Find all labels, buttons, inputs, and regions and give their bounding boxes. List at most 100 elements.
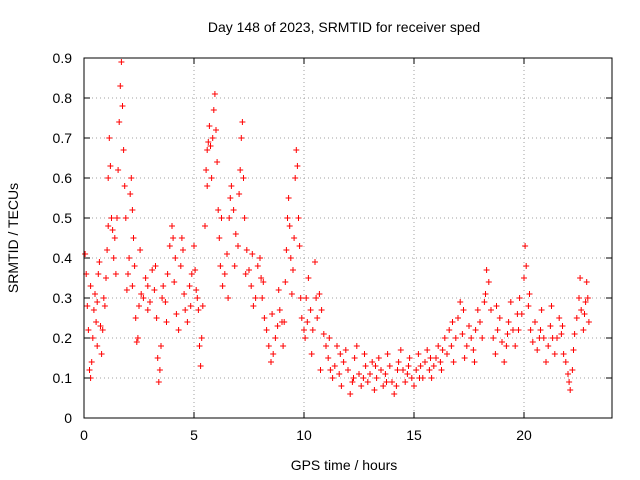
- data-point: [211, 91, 218, 97]
- data-point: [566, 379, 573, 385]
- data-point: [160, 283, 167, 289]
- data-point: [383, 379, 390, 385]
- x-tick-label: 0: [80, 427, 88, 443]
- data-point: [417, 363, 424, 369]
- data-point: [538, 307, 545, 313]
- data-point: [532, 319, 538, 325]
- data-point: [477, 319, 483, 325]
- data-point: [115, 167, 122, 173]
- data-point: [296, 243, 303, 249]
- data-point: [242, 271, 249, 277]
- data-point: [558, 331, 565, 337]
- data-point: [182, 307, 189, 313]
- y-axis-label: SRMTID / TECUs: [5, 183, 21, 293]
- data-point: [320, 331, 327, 337]
- data-point: [577, 275, 584, 281]
- data-point: [232, 231, 239, 237]
- data-point: [93, 319, 100, 325]
- data-point: [450, 359, 457, 365]
- data-point: [295, 215, 302, 221]
- data-point: [540, 335, 547, 341]
- data-point: [120, 147, 127, 153]
- y-tick-label: 0: [64, 410, 72, 426]
- data-point: [571, 331, 578, 337]
- data-point: [105, 175, 112, 181]
- data-point: [88, 359, 95, 365]
- data-point: [375, 355, 382, 361]
- data-point: [162, 299, 169, 305]
- data-point: [327, 367, 334, 373]
- data-point: [345, 367, 351, 373]
- data-point: [493, 303, 500, 309]
- data-point: [293, 147, 300, 153]
- data-point: [479, 335, 486, 341]
- data-point: [474, 307, 481, 313]
- data-point: [270, 351, 277, 357]
- data-point: [175, 327, 182, 333]
- y-tick-label: 0.3: [53, 290, 73, 306]
- data-point: [249, 251, 256, 257]
- data-point: [515, 327, 522, 333]
- data-point: [457, 299, 464, 305]
- data-point: [337, 351, 344, 357]
- data-point: [501, 359, 508, 365]
- data-point: [449, 319, 456, 325]
- data-point: [94, 299, 101, 305]
- data-point: [325, 355, 332, 361]
- data-point: [548, 303, 555, 309]
- data-point: [505, 319, 512, 325]
- data-point: [438, 367, 445, 373]
- data-point: [349, 379, 356, 385]
- data-point: [95, 271, 102, 277]
- data-point: [108, 215, 115, 221]
- data-point: [131, 263, 138, 269]
- data-point: [219, 283, 226, 289]
- data-point: [178, 235, 185, 241]
- data-point: [204, 147, 211, 153]
- data-point: [118, 59, 125, 65]
- data-point: [292, 175, 299, 181]
- data-point: [224, 251, 230, 257]
- data-point: [252, 295, 259, 301]
- data-point: [518, 311, 525, 317]
- data-point: [204, 183, 211, 189]
- data-point: [494, 327, 501, 333]
- data-point: [304, 319, 311, 325]
- data-point: [193, 287, 200, 293]
- data-point: [114, 215, 120, 221]
- data-point: [318, 307, 325, 313]
- data-point: [554, 335, 560, 341]
- data-point: [155, 379, 162, 385]
- data-point: [187, 303, 194, 309]
- data-point: [84, 303, 91, 309]
- data-point: [351, 355, 358, 361]
- data-point: [534, 347, 541, 353]
- data-point: [285, 195, 292, 201]
- data-point: [547, 323, 554, 329]
- data-point: [263, 327, 270, 333]
- data-point: [426, 367, 433, 373]
- data-point: [545, 343, 552, 349]
- data-point: [340, 359, 347, 365]
- data-point: [208, 175, 215, 181]
- data-point: [238, 135, 245, 141]
- data-point: [215, 207, 222, 213]
- data-point: [144, 307, 151, 313]
- data-point: [104, 247, 111, 253]
- data-point: [109, 227, 116, 233]
- data-point: [258, 275, 265, 281]
- data-point: [307, 307, 314, 313]
- data-point: [133, 339, 140, 345]
- y-tick-label: 0.4: [53, 250, 73, 266]
- data-point: [569, 367, 576, 373]
- data-point: [369, 359, 376, 365]
- data-point: [130, 235, 137, 241]
- data-point: [105, 223, 112, 229]
- data-point: [99, 327, 106, 333]
- y-tick-label: 0.2: [53, 330, 73, 346]
- data-point: [164, 271, 171, 277]
- data-point: [103, 275, 109, 281]
- x-axis-label: GPS time / hours: [291, 457, 398, 473]
- data-point: [338, 383, 345, 389]
- data-point: [314, 315, 321, 321]
